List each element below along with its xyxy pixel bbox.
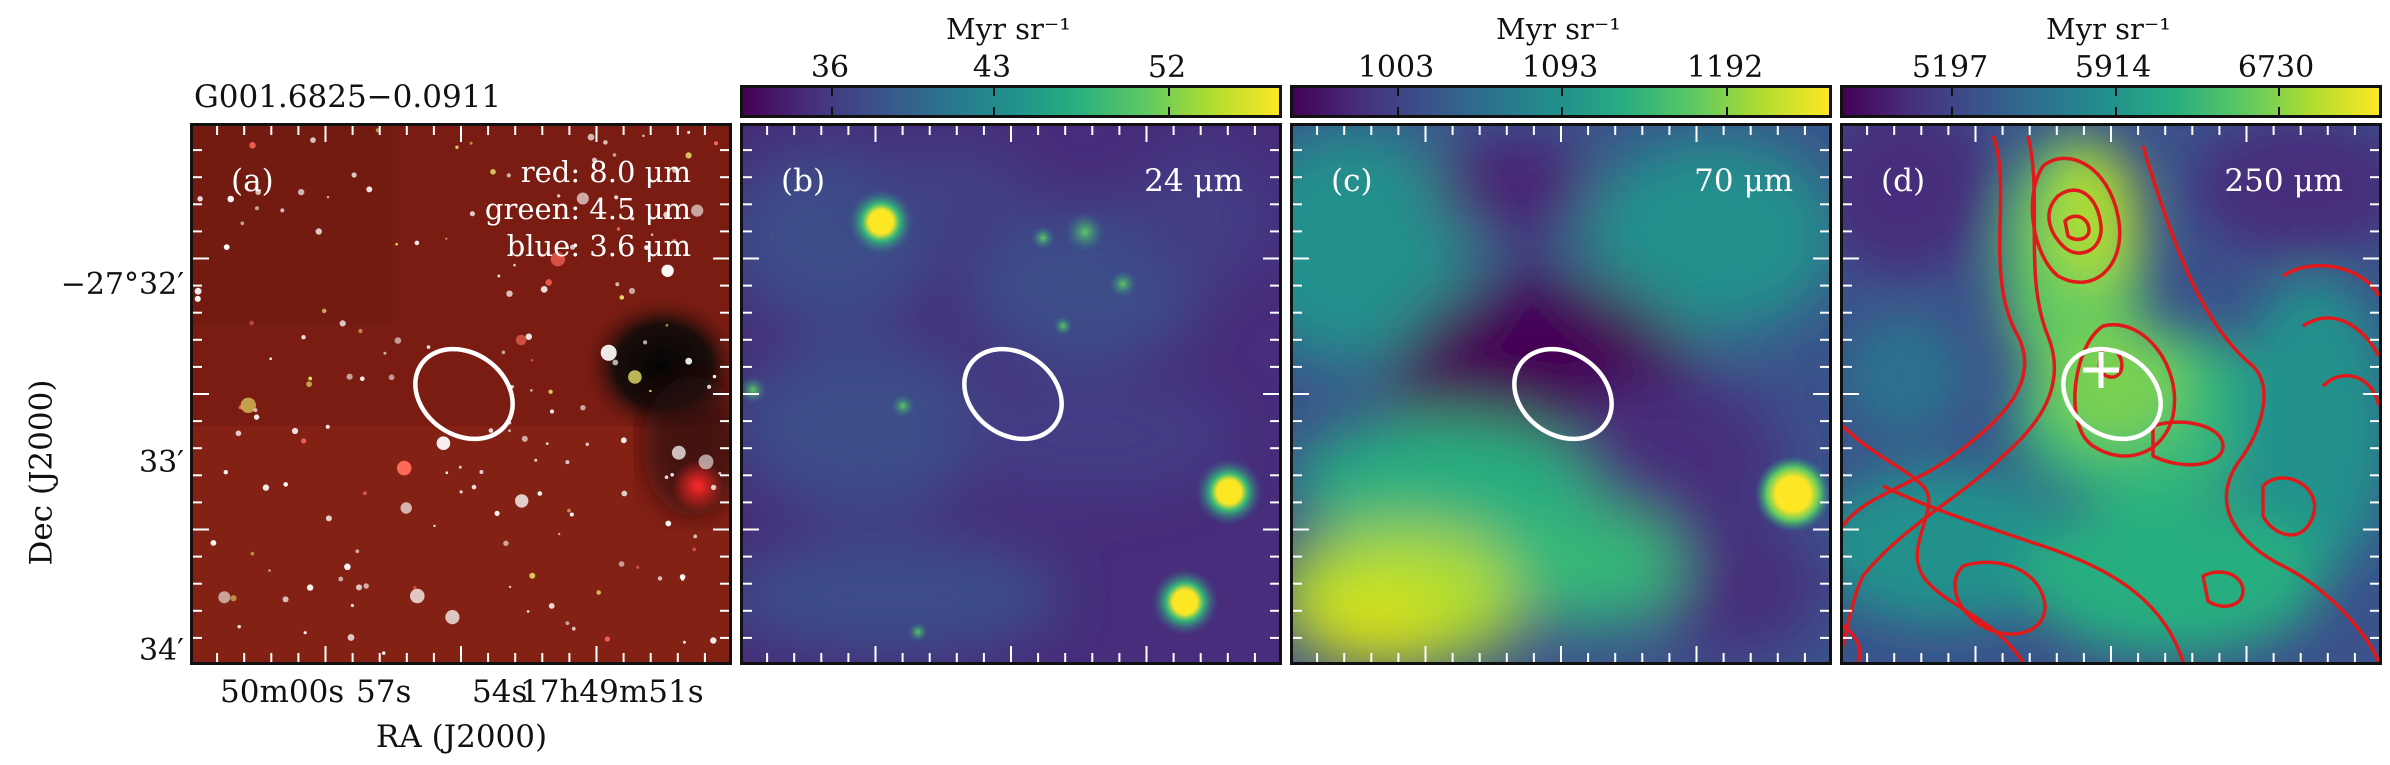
panel-label: (a) <box>231 163 274 199</box>
colorbar-c <box>1290 85 1832 118</box>
panel-d-image: (d) 250 μm <box>1840 123 2382 665</box>
colorbar-tick-label: 52 <box>1147 50 1187 85</box>
x-tick-label: 50m00s <box>220 674 345 710</box>
wavelength-label: 70 μm <box>1694 163 1793 199</box>
source-name: G001.6825−0.0911 <box>194 79 502 115</box>
y-tick-label: −27°32′ <box>60 267 184 302</box>
x-tick-label: 57s <box>356 674 412 710</box>
panel-b-image: (b) 24 μm <box>740 123 1282 665</box>
colorbar-tick-label: 1003 <box>1357 50 1435 85</box>
rgb-legend-blue: blue: 3.6 μm <box>506 229 691 263</box>
x-tick-label: 54s <box>472 674 528 710</box>
colorbar-tick-label: 43 <box>972 50 1012 85</box>
wavelength-label: 24 μm <box>1144 163 1243 199</box>
panel-label: (d) <box>1881 163 1926 199</box>
colorbar-tick-label: 36 <box>810 50 850 85</box>
colorbar-unit: Myr sr⁻¹ <box>2046 12 2171 46</box>
x-axis-label: RA (J2000) <box>376 719 548 755</box>
aperture-ellipse <box>2061 346 2163 442</box>
x-tick-label: 17h49m51s <box>520 674 704 710</box>
colorbar-tick-label: 6730 <box>2237 50 2315 85</box>
colorbar-tick-label: 1093 <box>1521 50 1599 85</box>
colorbar-unit: Myr sr⁻¹ <box>946 12 1071 46</box>
colorbar-tick-label: 1192 <box>1686 50 1764 85</box>
aperture-ellipse <box>962 346 1064 442</box>
colorbar-d <box>1840 85 2382 118</box>
panel-a-image: (a) red: 8.0 μm green: 4.5 μm blue: 3.6 … <box>190 123 732 665</box>
panel-label: (c) <box>1331 163 1373 199</box>
y-tick-label: 33′ <box>139 445 184 480</box>
colorbar-tick-label: 5197 <box>1911 50 1989 85</box>
colorbar-tick-label: 5914 <box>2074 50 2152 85</box>
rgb-legend-green: green: 4.5 μm <box>484 192 691 226</box>
panel-label: (b) <box>781 163 826 199</box>
colorbar-unit: Myr sr⁻¹ <box>1496 12 1621 46</box>
rgb-legend-red: red: 8.0 μm <box>520 155 691 189</box>
aperture-ellipse <box>413 346 515 442</box>
aperture-ellipse <box>1512 346 1614 442</box>
wavelength-label: 250 μm <box>2224 163 2343 199</box>
panel-c-image: (c) 70 μm <box>1290 123 1832 665</box>
y-tick-label: 34′ <box>139 633 184 668</box>
colorbar-b <box>740 85 1282 118</box>
